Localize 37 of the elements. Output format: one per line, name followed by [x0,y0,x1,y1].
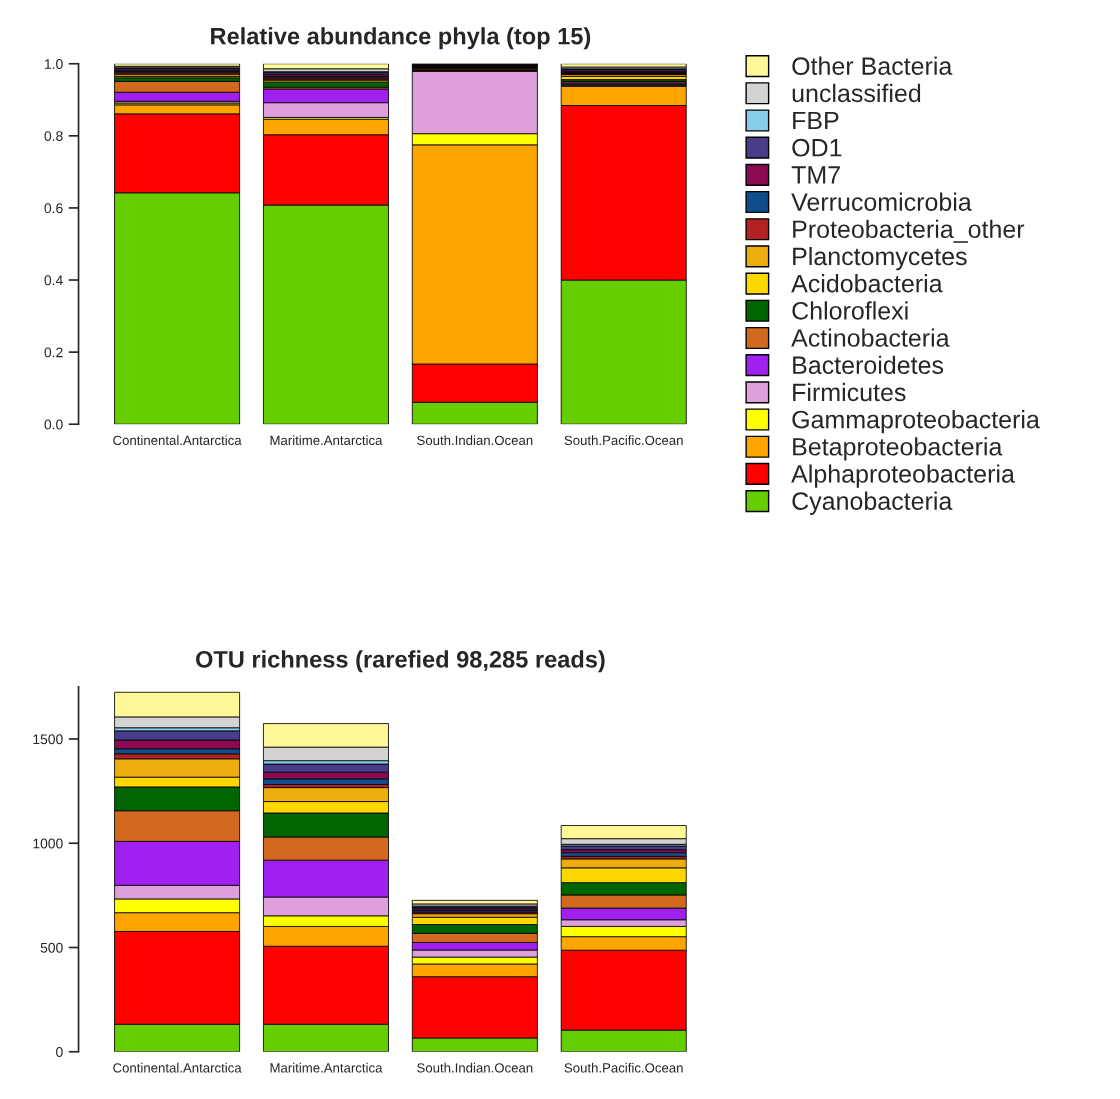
y-tick-label: 1000 [33,838,63,849]
y-tick-label: 0.2 [44,347,63,358]
legend-label: FBP [793,111,839,130]
legend-label: unclassified [792,83,921,103]
x-tick-label: South.Indian.Ocean [417,435,533,446]
legend-label: Cyanobacteria [792,491,953,515]
y-tick-label: 0.8 [44,131,63,142]
legend-label: Bacteroidetes [793,355,944,375]
legend-label: Gammaproteobacteria [792,410,1040,434]
legend-label: Chloroflexi [792,301,908,320]
legend-label: Proteobacteria_other [793,219,1025,243]
legend-label: Verrucomicrobia [791,192,972,211]
y-tick-label: 0.0 [44,419,63,430]
x-tick-label: South.Pacific.Ocean [564,1062,683,1073]
y-tick-label: 1500 [33,734,63,745]
y-tick-label: 500 [40,942,63,953]
x-tick-label: Maritime.Antarctica [270,435,383,446]
y-tick-label: 0 [56,1047,63,1057]
x-tick-label: Continental.Antarctica [113,435,242,446]
legend-label: Actinobacteria [791,328,950,347]
y-tick-label: 0.4 [44,275,63,286]
legend-label: Acidobacteria [791,274,943,293]
y-tick-label: 1.0 [45,59,63,69]
chart-title: OTU richness (rarefied 98,285 reads) [196,650,605,673]
legend-label: Alphaproteobacteria [791,464,1015,488]
x-tick-label: Maritime.Antarctica [270,1062,383,1073]
legend-label: OD1 [792,138,842,157]
legend-label: Firmicutes [793,382,906,402]
chart-title: Relative abundance phyla (top 15) [211,27,591,50]
x-tick-label: Continental.Antarctica [113,1062,242,1073]
legend-label: Other Bacteria [792,56,953,75]
x-tick-label: South.Pacific.Ocean [564,435,683,446]
legend-label: Planctomycetes [793,246,967,271]
legend-label: TM7 [791,166,840,184]
legend-label: Betaproteobacteria [793,437,1003,461]
x-tick-label: South.Indian.Ocean [417,1062,533,1073]
y-tick-label: 0.6 [44,203,63,214]
